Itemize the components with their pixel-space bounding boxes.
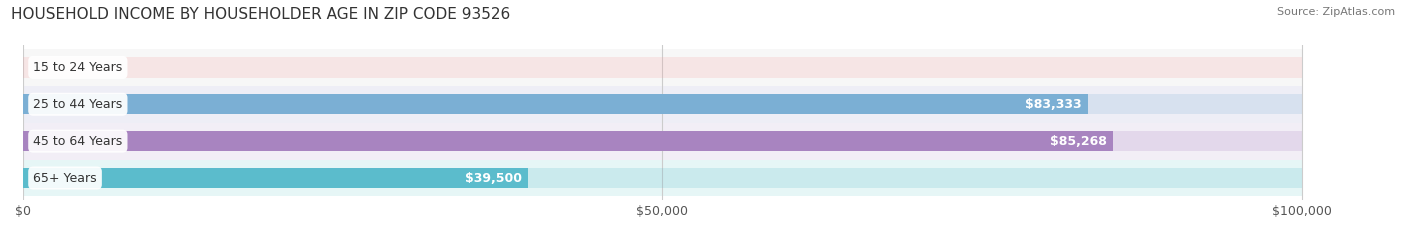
Bar xyxy=(22,168,529,188)
Bar xyxy=(22,94,1088,114)
Bar xyxy=(22,131,1114,151)
Text: $39,500: $39,500 xyxy=(464,171,522,185)
Bar xyxy=(22,123,1302,160)
Bar xyxy=(22,131,1302,151)
Bar xyxy=(22,57,1302,78)
Text: $83,333: $83,333 xyxy=(1025,98,1083,111)
Text: $0: $0 xyxy=(34,61,49,74)
Text: Source: ZipAtlas.com: Source: ZipAtlas.com xyxy=(1277,7,1395,17)
Text: HOUSEHOLD INCOME BY HOUSEHOLDER AGE IN ZIP CODE 93526: HOUSEHOLD INCOME BY HOUSEHOLDER AGE IN Z… xyxy=(11,7,510,22)
Text: 45 to 64 Years: 45 to 64 Years xyxy=(34,135,122,148)
Text: $85,268: $85,268 xyxy=(1050,135,1107,148)
Text: 25 to 44 Years: 25 to 44 Years xyxy=(34,98,122,111)
Bar xyxy=(22,160,1302,196)
Text: 65+ Years: 65+ Years xyxy=(34,171,97,185)
Bar xyxy=(22,168,1302,188)
Bar xyxy=(22,49,1302,86)
Text: 15 to 24 Years: 15 to 24 Years xyxy=(34,61,122,74)
Bar xyxy=(22,86,1302,123)
Bar xyxy=(22,94,1302,114)
